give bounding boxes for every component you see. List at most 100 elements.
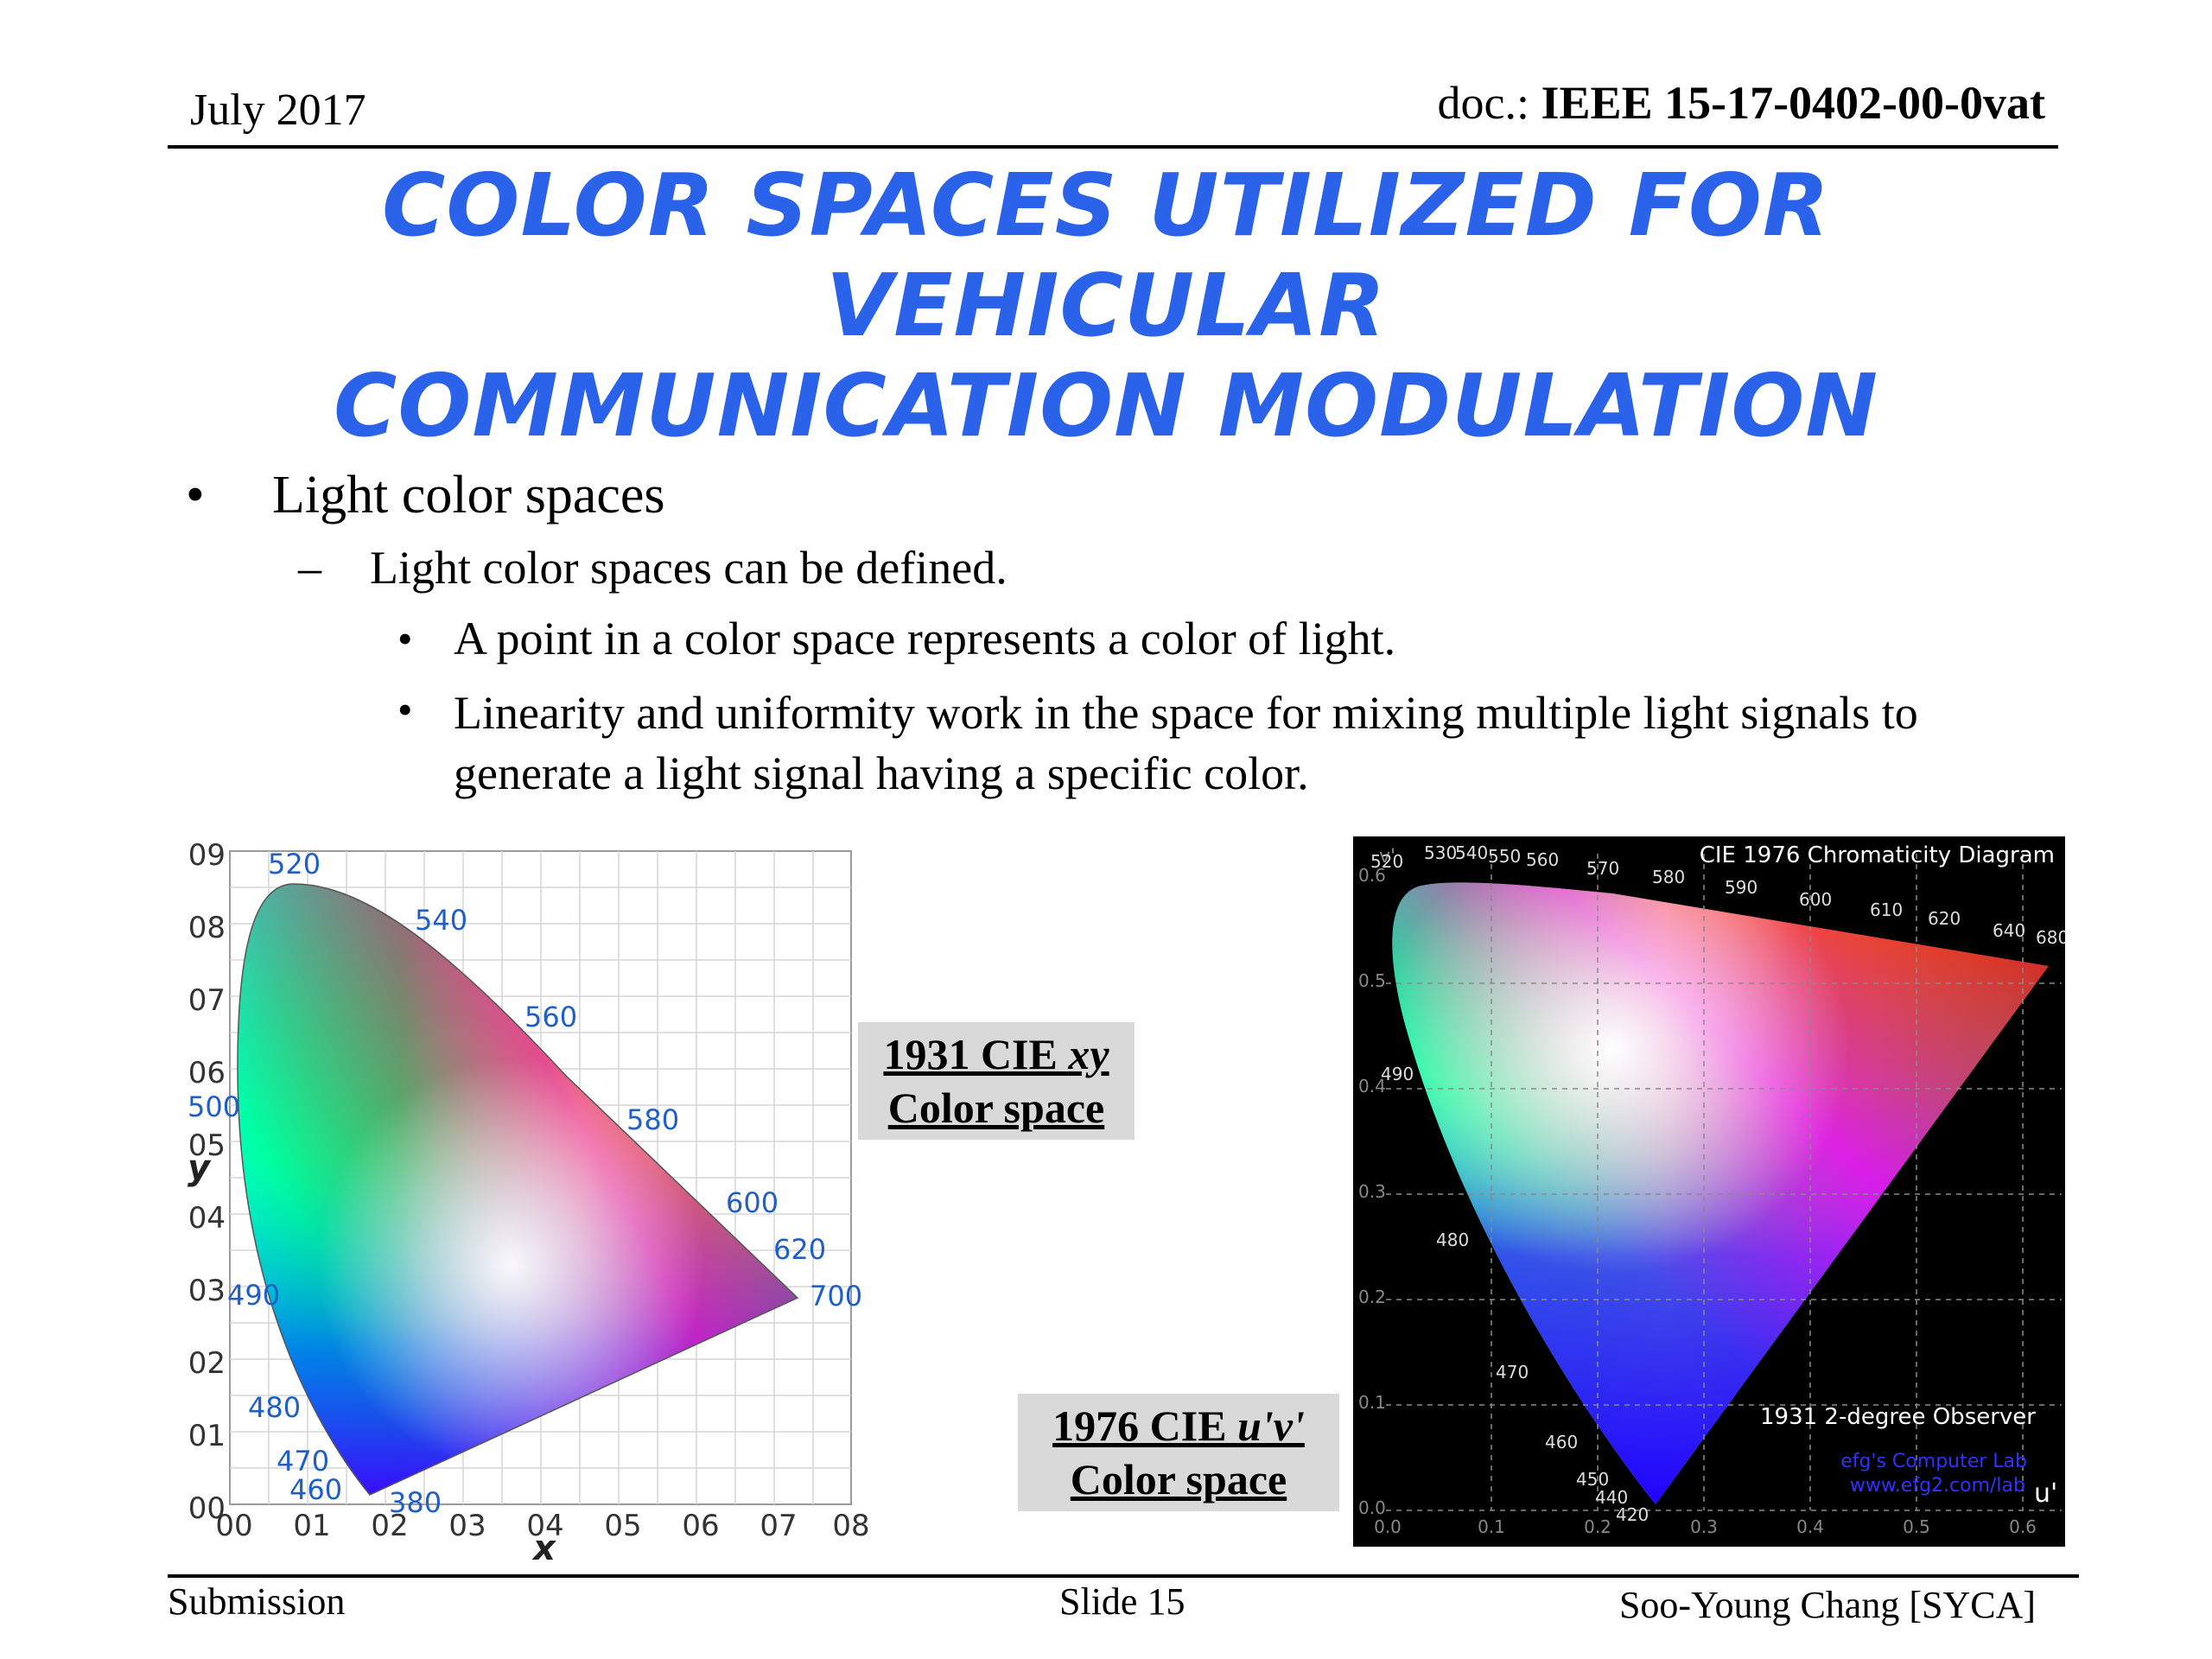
svg-text:0.2: 0.2 bbox=[1358, 1287, 1386, 1307]
svg-text:550: 550 bbox=[1488, 846, 1521, 867]
y-ticks: 0.0 0.1 0.2 0.3 0.4 0.5 0.6 bbox=[1358, 865, 1386, 1518]
svg-text:530: 530 bbox=[1424, 842, 1457, 863]
caption-cie-1976: 1976 CIE u'v' Color space bbox=[1018, 1394, 1339, 1511]
cie-1976-uv-diagram: CIE 1976 Chromaticity Diagram 1931 2-deg… bbox=[1353, 836, 2065, 1547]
svg-text:600: 600 bbox=[1799, 889, 1832, 910]
x-axis-label: x bbox=[531, 1529, 556, 1560]
svg-text:480: 480 bbox=[1436, 1230, 1469, 1250]
header-doc-id: doc.: IEEE 15-17-0402-00-0vat bbox=[1438, 76, 2045, 130]
svg-text:0.6: 0.6 bbox=[2009, 1516, 2037, 1537]
svg-text:02: 02 bbox=[371, 1509, 408, 1543]
svg-text:08: 08 bbox=[832, 1509, 869, 1543]
svg-text:06: 06 bbox=[682, 1509, 719, 1543]
bullet-text-l3-1: A point in a color space represents a co… bbox=[454, 613, 1396, 664]
svg-text:570: 570 bbox=[1586, 858, 1619, 879]
svg-text:700: 700 bbox=[810, 1280, 862, 1313]
grid-lines bbox=[1386, 854, 2062, 1511]
svg-text:06: 06 bbox=[188, 1056, 226, 1090]
svg-text:05: 05 bbox=[188, 1128, 226, 1163]
svg-text:0.3: 0.3 bbox=[1358, 1181, 1386, 1202]
wavelength-labels: 520 530 540 550 560 570 580 590 600 610 … bbox=[1370, 842, 2065, 1525]
svg-text:0.0: 0.0 bbox=[1358, 1497, 1386, 1518]
svg-text:0.4: 0.4 bbox=[1796, 1516, 1824, 1537]
svg-text:03: 03 bbox=[448, 1509, 486, 1543]
svg-text:470: 470 bbox=[1496, 1362, 1529, 1382]
caption-cie-1931: 1931 CIE xy Color space bbox=[858, 1022, 1135, 1140]
svg-text:640: 640 bbox=[1993, 920, 2025, 941]
svg-text:0.2: 0.2 bbox=[1584, 1516, 1611, 1537]
svg-text:490: 490 bbox=[227, 1279, 280, 1312]
x-axis-label: u' bbox=[2034, 1478, 2057, 1509]
svg-text:440: 440 bbox=[1595, 1487, 1628, 1508]
svg-text:0.1: 0.1 bbox=[1358, 1392, 1386, 1413]
svg-text:450: 450 bbox=[1576, 1469, 1609, 1490]
svg-text:420: 420 bbox=[1616, 1504, 1649, 1525]
svg-text:07: 07 bbox=[760, 1509, 797, 1543]
svg-text:480: 480 bbox=[248, 1391, 301, 1424]
y-ticks: 00 01 02 03 04 05 06 07 08 09 bbox=[188, 838, 226, 1526]
slide-title: COLOR SPACES UTILIZED FOR VEHICULAR COMM… bbox=[156, 156, 2056, 456]
svg-text:460: 460 bbox=[289, 1473, 342, 1506]
svg-text:500: 500 bbox=[188, 1090, 240, 1123]
watermark-line-1: efg's Computer Lab bbox=[1840, 1451, 2027, 1472]
svg-text:0.6: 0.6 bbox=[1358, 865, 1386, 886]
doc-prefix: doc.: bbox=[1437, 77, 1541, 129]
caption-cie-1931-line-2: Color space bbox=[887, 1084, 1105, 1132]
svg-text:01: 01 bbox=[188, 1419, 226, 1453]
svg-text:560: 560 bbox=[524, 1001, 577, 1033]
svg-text:00: 00 bbox=[215, 1509, 252, 1543]
diagram-title: CIE 1976 Chromaticity Diagram bbox=[1700, 842, 2055, 868]
spectral-locus-outline bbox=[237, 883, 799, 1496]
x-ticks: 00 01 02 03 04 05 06 07 08 bbox=[215, 1509, 869, 1543]
caption-cie-1931-line-1: 1931 CIE xy bbox=[883, 1030, 1109, 1078]
svg-text:620: 620 bbox=[1928, 908, 1961, 929]
footer-author: Soo-Young Chang [SYCA] bbox=[1618, 1584, 2036, 1626]
bullet-marker-l3-1: • bbox=[397, 614, 413, 663]
footer-slide-number: Slide 15 bbox=[1059, 1580, 1185, 1623]
svg-text:0.5: 0.5 bbox=[1358, 970, 1386, 991]
svg-text:560: 560 bbox=[1526, 849, 1559, 870]
doc-number: IEEE 15-17-0402-00-0vat bbox=[1541, 77, 2045, 129]
bullet-marker-l3-2: • bbox=[397, 685, 413, 734]
bullet-text-l3-2: Linearity and uniformity work in the spa… bbox=[454, 687, 1918, 799]
svg-text:520: 520 bbox=[268, 848, 321, 880]
svg-text:07: 07 bbox=[188, 983, 226, 1018]
svg-text:01: 01 bbox=[293, 1509, 330, 1543]
svg-text:490: 490 bbox=[1381, 1064, 1414, 1084]
svg-text:08: 08 bbox=[188, 911, 226, 945]
y-axis-label: y bbox=[188, 1148, 212, 1188]
svg-text:540: 540 bbox=[1455, 842, 1488, 863]
svg-text:470: 470 bbox=[276, 1445, 329, 1478]
svg-text:580: 580 bbox=[1652, 867, 1685, 887]
svg-text:0.5: 0.5 bbox=[1903, 1516, 1930, 1537]
footer-rule bbox=[168, 1574, 2079, 1578]
svg-text:04: 04 bbox=[526, 1509, 563, 1543]
svg-text:04: 04 bbox=[188, 1201, 226, 1236]
y-axis-label: v' bbox=[1379, 846, 1395, 868]
slide-title-line-2: COMMUNICATION MODULATION bbox=[333, 355, 1879, 456]
svg-text:680: 680 bbox=[2036, 927, 2065, 948]
caption-cie-1976-line-2: Color space bbox=[1070, 1455, 1287, 1503]
svg-text:0.0: 0.0 bbox=[1374, 1516, 1402, 1537]
svg-text:590: 590 bbox=[1725, 877, 1758, 898]
cie-1931-xy-diagram: 00 01 02 03 04 05 06 07 08 00 01 02 03 0… bbox=[188, 838, 870, 1560]
svg-text:620: 620 bbox=[773, 1233, 826, 1266]
svg-text:520: 520 bbox=[1370, 851, 1403, 872]
svg-text:610: 610 bbox=[1870, 899, 1903, 920]
bullet-marker-l1: • bbox=[186, 466, 205, 524]
svg-text:580: 580 bbox=[626, 1103, 679, 1136]
bullet-text-l1: Light color spaces bbox=[272, 466, 665, 524]
svg-text:09: 09 bbox=[188, 838, 226, 873]
observer-label: 1931 2-degree Observer bbox=[1760, 1404, 2036, 1430]
svg-text:00: 00 bbox=[188, 1491, 226, 1526]
svg-text:380: 380 bbox=[389, 1486, 442, 1519]
bullet-marker-l2: – bbox=[298, 542, 321, 594]
footer-submission: Submission bbox=[168, 1580, 346, 1623]
caption-cie-1976-line-1: 1976 CIE u'v' bbox=[1052, 1402, 1305, 1450]
header-date: July 2017 bbox=[190, 86, 366, 135]
svg-text:02: 02 bbox=[188, 1346, 226, 1381]
watermark-line-2: www.efg2.com/lab bbox=[1850, 1475, 2025, 1497]
header-rule bbox=[168, 145, 2058, 149]
x-ticks: 0.0 0.1 0.2 0.3 0.4 0.5 0.6 bbox=[1374, 1516, 2037, 1537]
svg-text:0.4: 0.4 bbox=[1358, 1076, 1386, 1096]
